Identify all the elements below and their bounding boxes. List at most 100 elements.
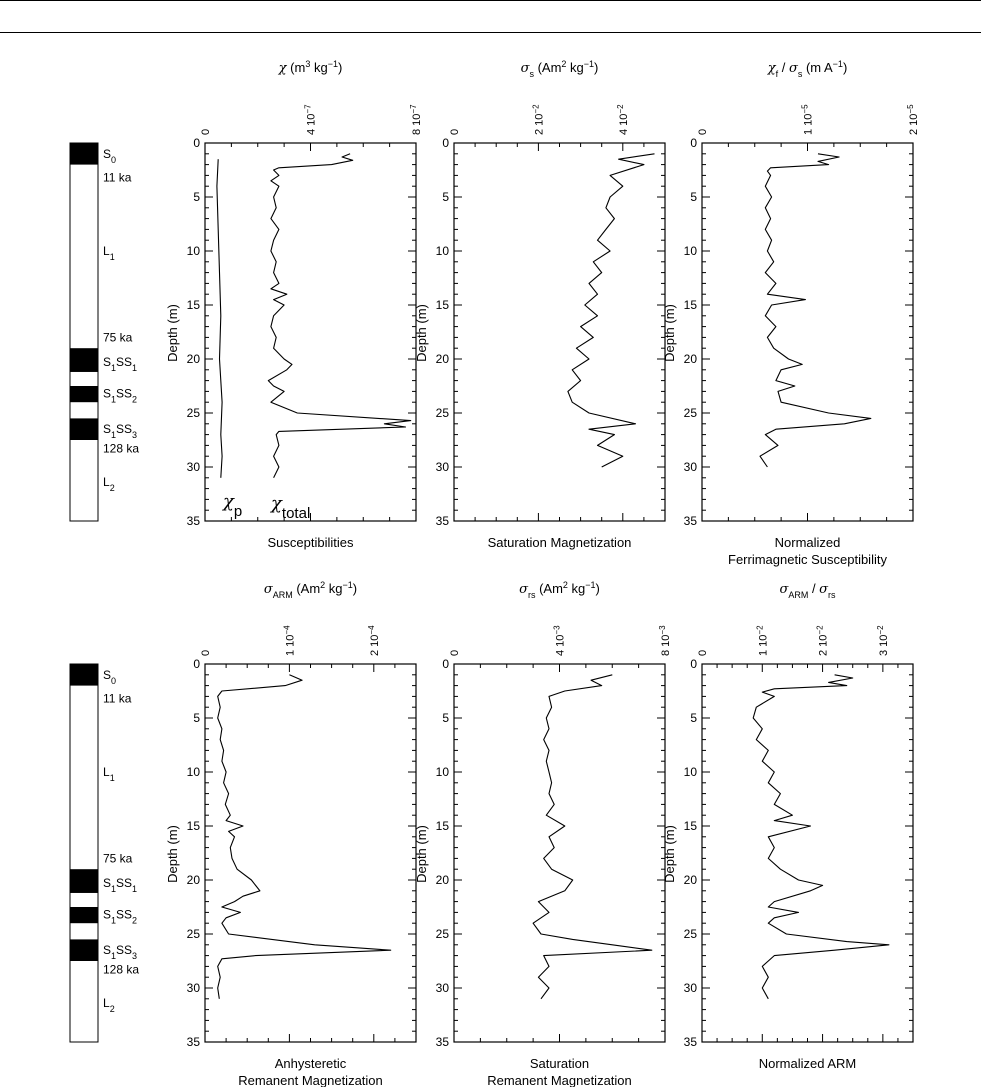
series-line-1 [532, 674, 653, 1000]
y-tick-label: 5 [690, 190, 697, 204]
panel-title: σrs (Am2 kg−1) [519, 580, 600, 600]
y-tick-label: 25 [684, 406, 698, 420]
x-tick-label: 3 10−2 [875, 625, 890, 656]
y-tick-label: 10 [684, 765, 698, 779]
x-tick-label: 2 10−5 [906, 104, 921, 135]
panel-caption: Normalized [775, 535, 841, 550]
x-tick-label: 0 [697, 650, 709, 656]
y-tick-label: 5 [193, 711, 200, 725]
panel-caption: Normalized ARM [759, 1056, 857, 1071]
x-tick-label: 0 [697, 129, 709, 135]
age-label: 75 ka [103, 851, 133, 865]
paleosol-block [70, 664, 98, 686]
y-tick-label: 30 [187, 460, 201, 474]
y-tick-label: 0 [690, 136, 697, 150]
panel-caption: Saturation Magnetization [488, 535, 632, 550]
y-tick-label: 30 [684, 981, 698, 995]
series-annotation: χtotal [269, 493, 310, 522]
series-line-1 [759, 153, 872, 468]
y-tick-label: 10 [436, 765, 450, 779]
x-tick-label: 0 [200, 129, 212, 135]
y-tick-label: 20 [187, 352, 201, 366]
age-label: 128 ka [103, 963, 139, 977]
y-axis-label: Depth (m) [662, 304, 677, 362]
y-tick-label: 15 [684, 819, 698, 833]
y-tick-label: 25 [187, 927, 201, 941]
y-tick-label: 15 [187, 819, 201, 833]
series-annotation: χp [221, 491, 242, 520]
paleosol-block [70, 907, 98, 924]
panel-caption: Anhysteretic [275, 1056, 347, 1071]
y-tick-label: 20 [187, 873, 201, 887]
panel-caption: Remanent Magnetization [487, 1073, 632, 1087]
series-line-1 [752, 674, 890, 1000]
age-label: 128 ka [103, 442, 139, 456]
y-axis-label: Depth (m) [414, 304, 429, 362]
y-tick-label: 20 [436, 873, 450, 887]
unit-label: S0 [103, 668, 116, 686]
y-tick-label: 15 [684, 298, 698, 312]
panel-3: 0 5 10 15 20 25 30 35 0 1 10−5 2 10−5 χf / σs (m A−… [662, 59, 920, 567]
y-tick-label: 20 [684, 352, 698, 366]
paleosol-block [70, 939, 98, 961]
x-tick-label: 1 10−5 [800, 104, 815, 135]
y-tick-label: 25 [187, 406, 201, 420]
y-tick-label: 10 [436, 244, 450, 258]
y-tick-label: 10 [187, 244, 201, 258]
panel-1: 0 5 10 15 20 25 30 35 0 4 10−7 8 10−7 χ (m3 kg−1) Su… [165, 59, 423, 550]
plot-frame [204, 663, 417, 1043]
paleosol-block [70, 348, 98, 372]
y-axis-label: Depth (m) [165, 304, 180, 362]
y-tick-label: 0 [442, 657, 449, 671]
panel-6: 0 5 10 15 20 25 30 35 0 1 10−2 2 10−2 3 10−2 σARM / … [662, 581, 914, 1071]
paleosol-block [70, 386, 98, 403]
age-label: 11 ka [103, 692, 132, 706]
panel-title: χf / σs (m A−1) [767, 59, 848, 79]
column-frame [69, 663, 99, 1043]
unit-label: S1SS1 [103, 355, 137, 373]
y-tick-label: 15 [436, 819, 450, 833]
x-tick-label: 1 10−2 [755, 625, 770, 656]
x-tick-label: 2 10−2 [815, 625, 830, 656]
panel-title: σARM / σrs [779, 581, 836, 600]
panel-caption: Ferrimagnetic Susceptibility [728, 552, 887, 567]
y-tick-label: 35 [684, 514, 698, 528]
y-tick-label: 10 [684, 244, 698, 258]
y-tick-label: 30 [436, 981, 450, 995]
unit-label: S1SS1 [103, 876, 137, 894]
x-tick-label: 2 10−4 [366, 625, 381, 656]
paleosol-block [70, 418, 98, 440]
unit-label: L2 [103, 475, 115, 493]
panel-title: χ (m3 kg−1) [278, 59, 343, 76]
y-tick-label: 5 [193, 190, 200, 204]
y-tick-label: 25 [684, 927, 698, 941]
y-tick-label: 20 [684, 873, 698, 887]
x-tick-label: 8 10−7 [409, 104, 424, 135]
plot-frame [701, 663, 914, 1043]
unit-label: L1 [103, 244, 115, 262]
unit-label: S0 [103, 147, 116, 165]
plot-frame [204, 142, 417, 522]
unit-label: L1 [103, 765, 115, 783]
y-axis-label: Depth (m) [414, 825, 429, 883]
column-frame [69, 142, 99, 522]
x-tick-label: 4 10−7 [303, 104, 318, 135]
y-tick-label: 0 [442, 136, 449, 150]
y-tick-label: 30 [684, 460, 698, 474]
y-tick-label: 35 [187, 514, 201, 528]
plot-frame [701, 142, 914, 522]
chart-panels: 0 5 10 15 20 25 30 35 0 4 10−7 8 10−7 χ (m3 kg−1) Su… [165, 59, 920, 1087]
x-tick-label: 1 10−4 [282, 625, 297, 656]
plot-frame [453, 142, 666, 522]
panel-caption: Susceptibilities [268, 535, 354, 550]
series-line-2 [267, 153, 412, 479]
paleosol-block [70, 869, 98, 893]
panel-5: 0 5 10 15 20 25 30 35 0 4 10−3 8 10−3 σrs (Am2 kg−1… [414, 580, 672, 1087]
panel-title: σARM (Am2 kg−1) [264, 580, 357, 600]
panel-caption: Remanent Magnetization [238, 1073, 383, 1087]
unit-label: S1SS2 [103, 387, 137, 405]
x-tick-label: 0 [449, 650, 461, 656]
y-tick-label: 25 [436, 406, 450, 420]
y-tick-label: 30 [187, 981, 201, 995]
stratigraphic-columns: S0 L1 S1SS1 S1SS2 S1SS3 L2 11 ka 75 ka 128 ka S0 L… [69, 142, 139, 1043]
